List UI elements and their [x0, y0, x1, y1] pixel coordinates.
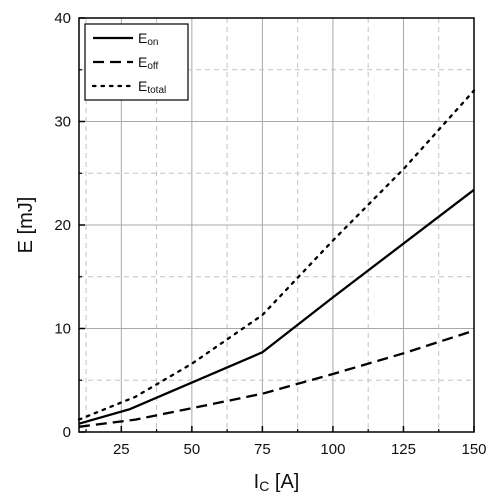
legend: Eon Eoff Etotal	[84, 23, 189, 101]
x-tick-label: 150	[461, 441, 486, 458]
y-axis-title: E [mJ]	[15, 197, 37, 254]
legend-label-off: Eoff	[138, 54, 159, 72]
y-tick-label: 10	[54, 321, 71, 338]
x-tick-label: 50	[184, 441, 201, 458]
y-tick-label: 40	[54, 10, 71, 27]
x-axis-title: IC [A]	[254, 471, 300, 494]
y-tick-label: 0	[63, 424, 71, 441]
series-line-off	[78, 329, 475, 428]
legend-label-total: Etotal	[138, 78, 166, 96]
labels-layer: 25 50 75 100 125 150 0 10 20 30 40 IC [A] E [mJ]	[15, 10, 487, 494]
ticks-layer	[79, 17, 475, 433]
series-line-total	[77, 89, 476, 421]
x-tick-label: 125	[391, 441, 416, 458]
y-tick-label: 20	[54, 217, 71, 234]
x-tick-label: 100	[320, 441, 345, 458]
series-line-on	[78, 188, 475, 425]
series-layer	[77, 89, 476, 428]
x-tick-label: 25	[113, 441, 130, 458]
x-tick-label: 75	[254, 441, 271, 458]
legend-label-on: Eon	[138, 30, 158, 48]
y-tick-label: 30	[54, 114, 71, 131]
